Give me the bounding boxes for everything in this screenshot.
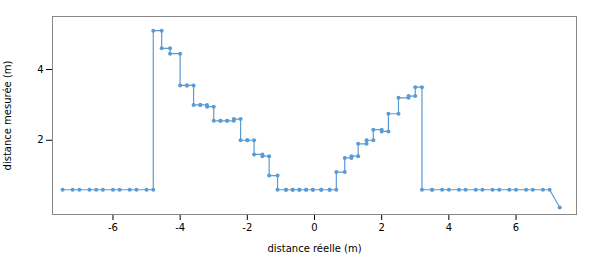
svg-text:4: 4 (37, 64, 43, 75)
svg-text:2: 2 (378, 222, 384, 233)
svg-text:-4: -4 (175, 222, 185, 233)
svg-text:distance mesurée (m): distance mesurée (m) (2, 60, 13, 170)
svg-text:4: 4 (446, 222, 452, 233)
svg-text:0: 0 (311, 222, 317, 233)
svg-text:-6: -6 (108, 222, 118, 233)
svg-text:6: 6 (513, 222, 519, 233)
svg-text:distance réelle (m): distance réelle (m) (267, 243, 361, 254)
svg-text:-2: -2 (242, 222, 252, 233)
svg-text:2: 2 (37, 134, 43, 145)
